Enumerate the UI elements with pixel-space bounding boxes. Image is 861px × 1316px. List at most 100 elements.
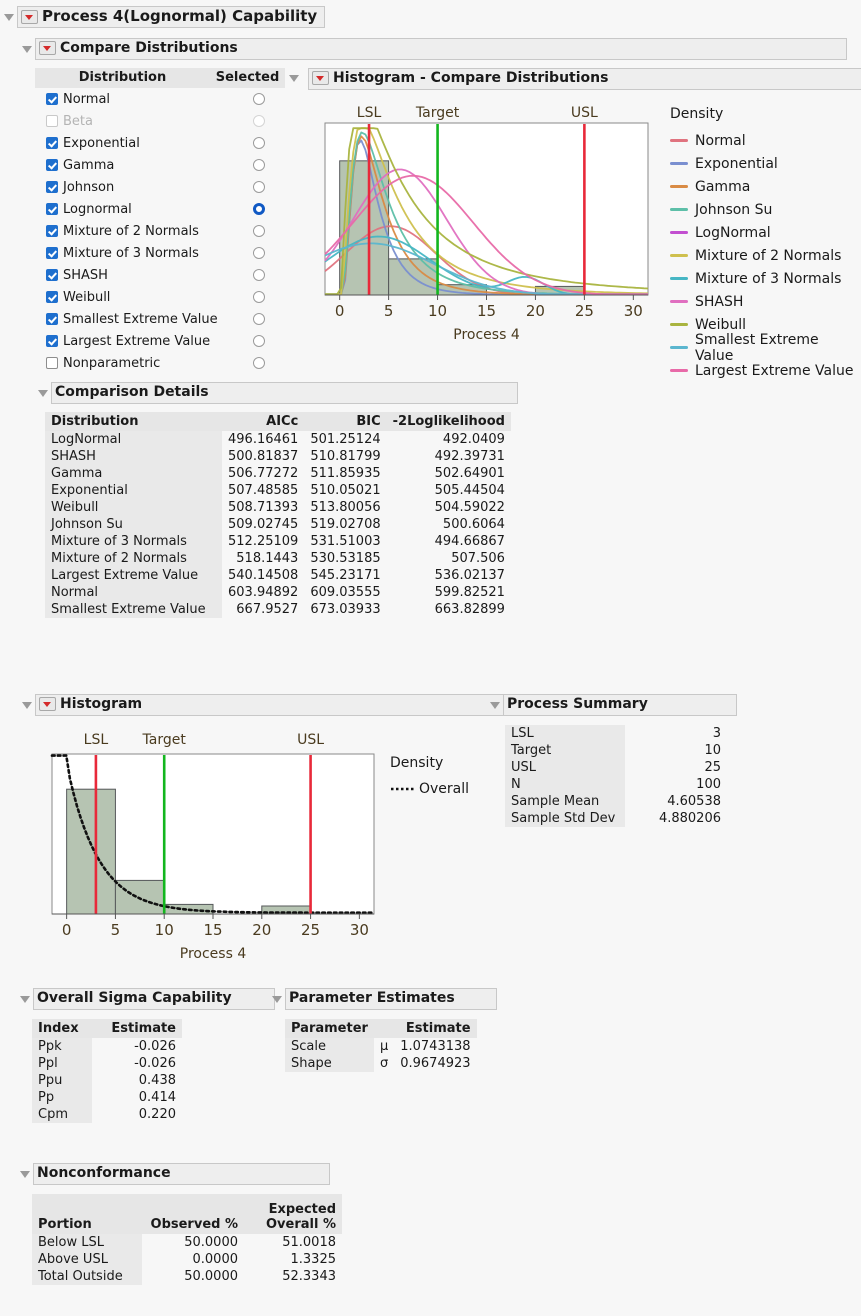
radio-icon[interactable] — [252, 291, 265, 303]
disclosure-triangle-parameter-estimates[interactable] — [272, 995, 282, 1003]
column-header[interactable]: AICc — [222, 412, 305, 431]
column-header[interactable]: Estimate — [92, 1019, 182, 1038]
compare-histogram-chart[interactable]: LSL Target USL 0 5 10 15 20 25 30 Process 4 — [310, 95, 660, 349]
legend-item[interactable]: LogNormal — [670, 221, 861, 244]
checkbox-icon[interactable] — [46, 159, 58, 171]
distribution-checkbox-exponential[interactable]: Exponential — [35, 136, 221, 151]
legend-item[interactable]: Weibull — [670, 313, 861, 336]
column-header[interactable]: Index — [32, 1019, 92, 1038]
radio-icon[interactable] — [252, 335, 265, 347]
distribution-checkbox-beta[interactable]: Beta — [35, 114, 221, 129]
radio-icon[interactable] — [252, 93, 265, 105]
column-header[interactable]: Estimate — [394, 1019, 477, 1038]
radio-icon[interactable] — [252, 159, 265, 171]
col-expected-overall[interactable]: Expected Overall % — [244, 1194, 342, 1234]
selected-radio-largest-extreme-value[interactable] — [221, 335, 296, 347]
radio-icon[interactable] — [252, 181, 265, 193]
histogram-title-box[interactable]: Histogram — [35, 694, 512, 716]
distribution-checkbox-gamma[interactable]: Gamma — [35, 158, 221, 173]
checkbox-icon[interactable] — [46, 313, 58, 325]
column-header-selected[interactable]: Selected — [210, 68, 285, 88]
selected-radio-normal[interactable] — [221, 93, 296, 105]
checkbox-icon[interactable] — [46, 291, 58, 303]
legend-item[interactable]: Mixture of 3 Normals — [670, 267, 861, 290]
legend-item[interactable]: Gamma — [670, 175, 861, 198]
column-header[interactable]: -2Loglikelihood — [386, 412, 511, 431]
legend-item[interactable]: Normal — [670, 129, 861, 152]
legend-item[interactable]: Largest Extreme Value — [670, 359, 861, 382]
legend-item[interactable]: SHASH — [670, 290, 861, 313]
selected-radio-beta[interactable] — [221, 115, 296, 127]
selected-radio-johnson[interactable] — [221, 181, 296, 193]
process-summary-title-box[interactable]: Process Summary — [503, 694, 737, 716]
checkbox-icon[interactable] — [46, 269, 58, 281]
checkbox-icon[interactable] — [46, 137, 58, 149]
distribution-checkbox-mixture-of-3-normals[interactable]: Mixture of 3 Normals — [35, 246, 221, 261]
selected-radio-smallest-extreme-value[interactable] — [221, 313, 296, 325]
compare-distributions-title-box[interactable]: Compare Distributions — [35, 38, 847, 60]
distribution-checkbox-weibull[interactable]: Weibull — [35, 290, 221, 305]
col-portion[interactable]: Portion — [32, 1194, 142, 1234]
red-triangle-menu-icon[interactable] — [21, 9, 38, 24]
radio-icon[interactable] — [252, 137, 265, 149]
checkbox-icon[interactable] — [46, 93, 58, 105]
checkbox-icon[interactable] — [46, 115, 58, 127]
column-sort-triangle[interactable] — [285, 71, 305, 86]
legend-item[interactable]: Smallest Extreme Value — [670, 332, 861, 364]
legend-item[interactable]: Mixture of 2 Normals — [670, 244, 861, 267]
checkbox-icon[interactable] — [46, 225, 58, 237]
column-header[interactable] — [373, 1019, 395, 1038]
radio-icon[interactable] — [252, 225, 265, 237]
sigma-capability-title-box[interactable]: Overall Sigma Capability — [33, 988, 275, 1010]
disclosure-triangle-process-summary[interactable] — [490, 701, 500, 709]
histogram-chart[interactable]: LSL Target USL 0 5 10 15 20 25 30 Process 4 — [30, 722, 390, 976]
selected-radio-mixture-of-2-normals[interactable] — [221, 225, 296, 237]
comparison-details-title-box[interactable]: Comparison Details — [51, 382, 518, 404]
selected-radio-mixture-of-3-normals[interactable] — [221, 247, 296, 259]
selected-radio-exponential[interactable] — [221, 137, 296, 149]
disclosure-triangle-sigma[interactable] — [20, 995, 30, 1003]
distribution-checkbox-shash[interactable]: SHASH — [35, 268, 221, 283]
checkbox-icon[interactable] — [46, 247, 58, 259]
column-header-distribution[interactable]: Distribution — [35, 68, 210, 88]
radio-icon[interactable] — [252, 247, 265, 259]
disclosure-triangle-capability[interactable] — [4, 13, 14, 21]
radio-icon[interactable] — [252, 203, 265, 215]
capability-title-box[interactable]: Process 4(Lognormal) Capability — [17, 6, 326, 28]
red-triangle-menu-icon-compare[interactable] — [39, 41, 56, 55]
selected-radio-nonparametric[interactable] — [221, 357, 296, 369]
distribution-checkbox-lognormal[interactable]: Lognormal — [35, 202, 221, 217]
selected-radio-shash[interactable] — [221, 269, 296, 281]
checkbox-icon[interactable] — [46, 203, 58, 215]
distribution-checkbox-nonparametric[interactable]: Nonparametric — [35, 356, 221, 371]
nonconformance-title-box[interactable]: Nonconformance — [33, 1163, 330, 1185]
selected-radio-gamma[interactable] — [221, 159, 296, 171]
red-triangle-menu-icon-histogram[interactable] — [39, 697, 56, 711]
legend-item[interactable]: Johnson Su — [670, 198, 861, 221]
legend-item[interactable]: Exponential — [670, 152, 861, 175]
radio-icon[interactable] — [252, 313, 265, 325]
disclosure-triangle-comparison-details[interactable] — [38, 389, 48, 397]
distribution-checkbox-smallest-extreme-value[interactable]: Smallest Extreme Value — [35, 312, 221, 327]
disclosure-triangle-histogram[interactable] — [22, 701, 32, 709]
distribution-checkbox-johnson[interactable]: Johnson — [35, 180, 221, 195]
disclosure-triangle-nonconformance[interactable] — [20, 1170, 30, 1178]
compare-histogram-title-box[interactable]: Histogram - Compare Distributions — [308, 68, 861, 90]
distribution-checkbox-largest-extreme-value[interactable]: Largest Extreme Value — [35, 334, 221, 349]
selected-radio-weibull[interactable] — [221, 291, 296, 303]
column-header[interactable]: Parameter — [285, 1019, 374, 1038]
col-observed[interactable]: Observed % — [142, 1194, 244, 1234]
checkbox-icon[interactable] — [46, 181, 58, 193]
radio-icon[interactable] — [252, 357, 265, 369]
red-triangle-menu-icon-hist-compare[interactable] — [312, 71, 329, 85]
parameter-estimates-title-box[interactable]: Parameter Estimates — [285, 988, 497, 1010]
checkbox-icon[interactable] — [46, 335, 58, 347]
distribution-checkbox-mixture-of-2-normals[interactable]: Mixture of 2 Normals — [35, 224, 221, 239]
column-header[interactable]: Distribution — [45, 412, 222, 431]
selected-radio-lognormal[interactable] — [221, 203, 296, 215]
radio-icon[interactable] — [252, 115, 265, 127]
radio-icon[interactable] — [252, 269, 265, 281]
checkbox-icon[interactable] — [46, 357, 58, 369]
column-header[interactable]: BIC — [304, 412, 387, 431]
disclosure-triangle-compare[interactable] — [22, 45, 32, 53]
